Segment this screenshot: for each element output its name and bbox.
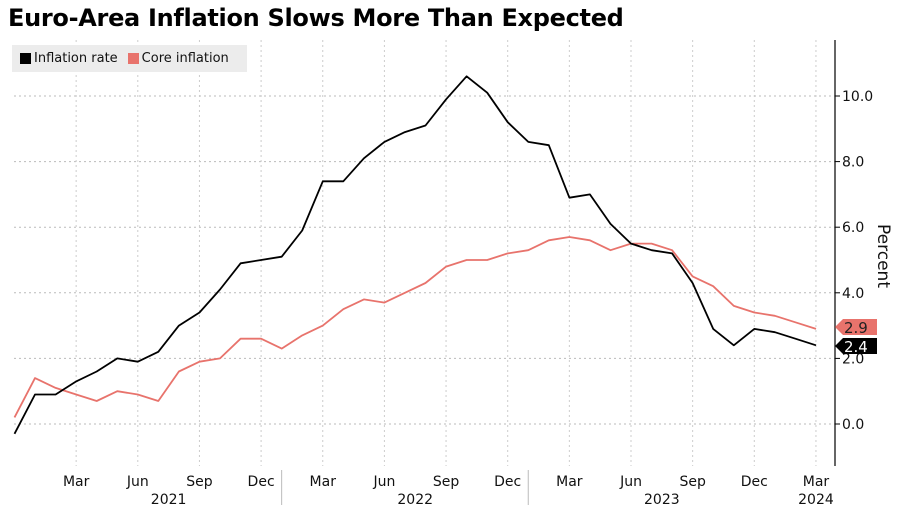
x-tick-label: Sep — [679, 474, 706, 490]
y-tick-label: 4.0 — [842, 286, 864, 302]
legend-swatch-core-inflation — [127, 53, 139, 64]
x-year-label: 2023 — [644, 492, 680, 508]
legend-label: Core inflation — [141, 51, 229, 66]
x-year-label: 2022 — [397, 492, 433, 508]
legend: Inflation rate Core inflation — [12, 45, 247, 72]
last-value-label: 2.4 — [844, 338, 868, 356]
x-year-label: 2024 — [798, 492, 834, 508]
y-axis-label: Percent — [873, 224, 893, 288]
legend-item-inflation-rate[interactable]: Inflation rate — [20, 51, 118, 66]
series-line-inflation-rate — [13, 75, 817, 435]
last-value-tag — [835, 319, 877, 335]
legend-swatch-inflation-rate — [20, 53, 31, 64]
y-tick-label: 0.0 — [842, 417, 864, 433]
x-tick-label: Sep — [186, 474, 213, 490]
last-value-label: 2.9 — [844, 319, 868, 337]
chart-title: Euro-Area Inflation Slows More Than Expe… — [8, 4, 624, 32]
x-tick-label: Mar — [556, 474, 583, 490]
x-tick-label: Sep — [433, 474, 460, 490]
y-tick-label: 2.0 — [842, 351, 864, 367]
x-tick-label: Mar — [63, 474, 90, 490]
legend-item-core-inflation[interactable]: Core inflation — [127, 51, 229, 66]
x-tick-label: Dec — [248, 474, 275, 490]
x-tick-label: Mar — [803, 474, 830, 490]
x-tick-label: Dec — [494, 474, 521, 490]
y-tick-label: 10.0 — [842, 89, 873, 105]
series-line-core-inflation — [13, 236, 817, 418]
y-tick-label: 8.0 — [842, 155, 864, 171]
y-tick-label: 6.0 — [842, 220, 864, 236]
x-tick-label: Mar — [310, 474, 337, 490]
last-value-tag — [835, 338, 877, 354]
x-year-label: 2021 — [151, 492, 187, 508]
x-tick-label: Jun — [126, 474, 149, 490]
x-tick-label: Dec — [741, 474, 768, 490]
x-tick-label: Jun — [619, 474, 642, 490]
x-tick-label: Jun — [372, 474, 395, 490]
legend-label: Inflation rate — [34, 51, 118, 66]
